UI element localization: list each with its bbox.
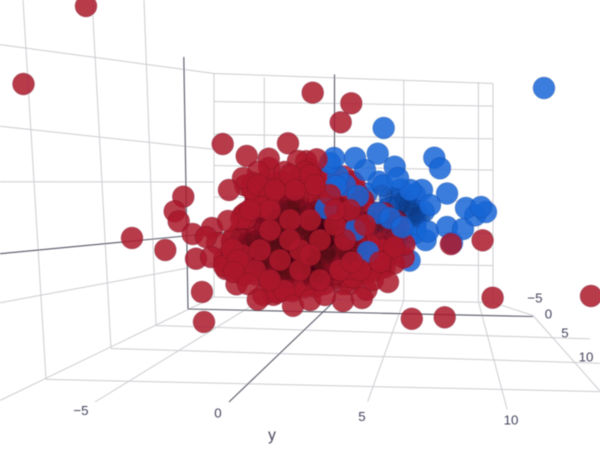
svg-text:10: 10: [504, 413, 519, 428]
svg-text:10: 10: [579, 350, 594, 365]
svg-text:0: 0: [214, 406, 221, 421]
svg-text:y: y: [268, 427, 276, 444]
svg-text:−5: −5: [73, 403, 88, 418]
svg-text:5: 5: [358, 409, 365, 424]
svg-text:5: 5: [561, 326, 568, 341]
svg-text:0: 0: [545, 307, 552, 322]
svg-text:−5: −5: [527, 291, 542, 306]
